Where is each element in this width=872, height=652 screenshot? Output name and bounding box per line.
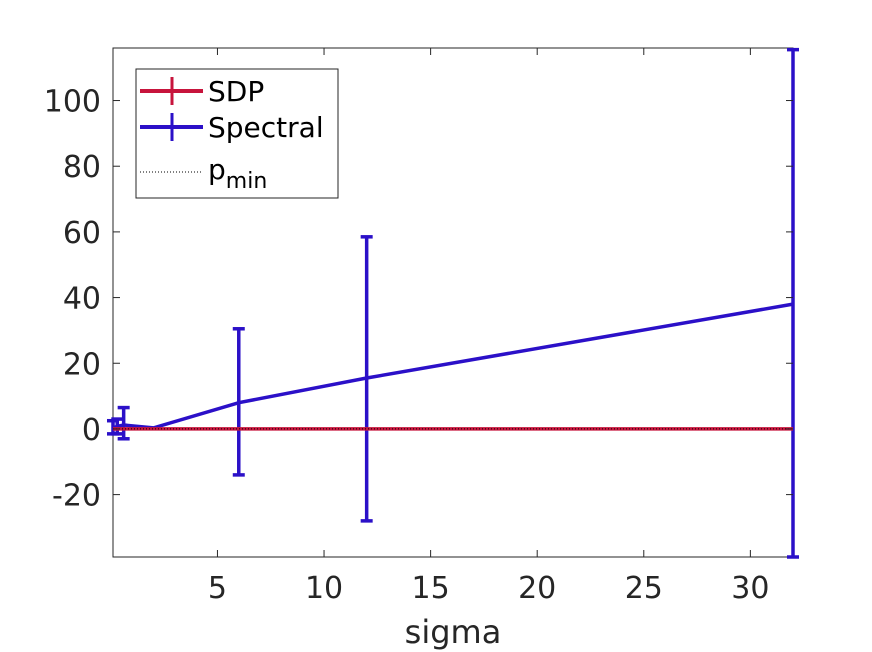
- y-tick-label: 80: [63, 150, 101, 185]
- legend-label-pmin: pmin: [208, 153, 267, 194]
- y-tick-label: 0: [82, 413, 101, 448]
- legend-label-spectral: Spectral: [208, 111, 324, 144]
- legend: SDP Spectral pmin: [135, 68, 339, 199]
- x-tick-label: 5: [208, 571, 227, 606]
- y-tick-label: 60: [63, 216, 101, 251]
- y-tick-label: 20: [63, 347, 101, 382]
- x-axis-title: sigma: [405, 613, 502, 651]
- x-tick-label: 20: [518, 571, 556, 606]
- x-tick-label: 15: [412, 571, 450, 606]
- x-tick-label: 25: [625, 571, 663, 606]
- x-tick-label: 30: [731, 571, 769, 606]
- y-tick-label: 40: [63, 282, 101, 317]
- legend-label-sdp: SDP: [208, 75, 264, 108]
- x-tick-label: 10: [305, 571, 343, 606]
- y-tick-label: -20: [52, 479, 101, 514]
- y-tick-label: 100: [44, 85, 101, 120]
